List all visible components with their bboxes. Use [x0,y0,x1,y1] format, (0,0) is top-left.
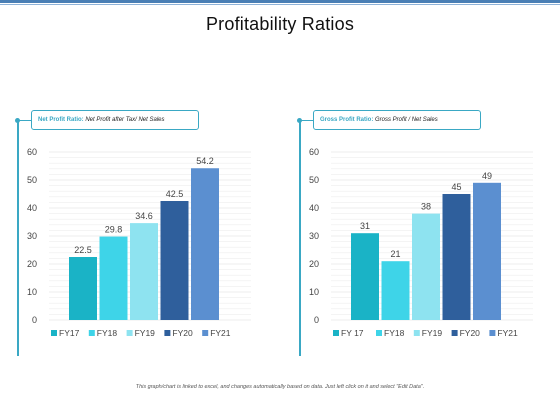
net-profit-label-box: Net Profit Ratio: Net Profit after Tax/ … [31,110,199,130]
bar-value-label: 34.6 [135,211,153,221]
y-tick-label: 40 [309,203,319,213]
bar-fy17 [351,233,379,320]
bar-fy20 [442,194,471,320]
bar-value-label: 31 [360,221,370,231]
y-tick-label: 0 [314,315,319,325]
bar-fy20 [160,201,189,320]
bar-value-label: 45 [451,182,461,192]
bar-fy19 [412,213,440,320]
bar-fy21 [191,168,219,320]
legend-swatch [413,330,420,336]
top-rule-thin [0,4,560,5]
gross-profit-label: Gross Profit Ratio: [320,117,374,123]
net-profit-chart: 0 10 20 30 40 50 60 22.5 29.8 34.6 42.5 54.2 FY17 FY1… [27,147,251,338]
panel-connector [17,120,31,121]
legend-swatch [88,330,95,336]
legend-label: FY19 [422,328,443,338]
legend-swatch [376,330,382,336]
bar-fy21 [473,182,501,320]
bar-value-label: 54.2 [196,156,214,166]
legend-label: FY18 [384,328,405,338]
gross-profit-panel: Gross Profit Ratio: Gross Profit / Net S… [297,110,539,358]
top-rule [0,0,560,3]
y-tick-label: 50 [27,175,37,185]
y-tick-label: 60 [309,147,319,157]
panel-dot [15,118,20,123]
net-profit-description: Net Profit after Tax/ Net Sales [85,117,165,123]
panel-accent-line [17,120,19,356]
legend-label: FY20 [460,328,481,338]
bar-fy19 [130,223,158,320]
bar-value-label: 38 [421,202,431,212]
legend-swatch [202,330,209,336]
panel-connector [299,120,313,121]
legend-swatch [164,330,171,336]
y-tick-label: 20 [27,259,37,269]
legend-label: FY17 [59,328,80,338]
panel-dot [297,118,302,123]
net-profit-panel: Net Profit Ratio: Net Profit after Tax/ … [15,110,257,358]
y-tick-label: 0 [32,315,37,325]
legend-swatch [333,330,339,336]
footer-note: This graph/chart is linked to excel, and… [135,384,425,390]
bar-value-label: 21 [390,249,400,259]
y-tick-label: 10 [309,287,319,297]
y-tick-label: 10 [27,287,37,297]
gross-profit-label-box: Gross Profit Ratio: Gross Profit / Net S… [313,110,481,130]
legend-label: FY19 [135,328,156,338]
bar-fy18 [381,261,410,320]
gross-profit-description: Gross Profit / Net Sales [375,117,438,123]
bar-value-label: 29.8 [105,225,123,235]
legend-swatch [51,330,57,336]
y-tick-label: 30 [27,231,37,241]
bar-value-label: 49 [482,171,492,181]
legend-swatch [489,330,496,336]
legend-label: FY18 [97,328,118,338]
legend-swatch [126,330,133,336]
legend-label: FY 17 [341,328,364,338]
y-tick-label: 40 [27,203,37,213]
page-title: Profitability Ratios [205,14,355,34]
legend-label: FY21 [497,328,518,338]
bar-fy17 [69,257,97,320]
legend-label: FY21 [210,328,231,338]
gross-profit-chart: 0 10 20 30 40 50 60 31 21 38 45 49 FY 17 FY18 FY19 FY20… [309,147,533,338]
y-tick-label: 50 [309,175,319,185]
bar-fy18 [99,236,128,320]
legend-label: FY20 [172,328,193,338]
net-profit-label: Net Profit Ratio: [38,117,84,123]
bar-value-label: 22.5 [74,245,92,255]
panel-accent-line [299,120,301,356]
bar-value-label: 42.5 [166,189,184,199]
y-tick-label: 20 [309,259,319,269]
y-tick-label: 60 [27,147,37,157]
legend-swatch [451,330,458,336]
y-tick-label: 30 [309,231,319,241]
